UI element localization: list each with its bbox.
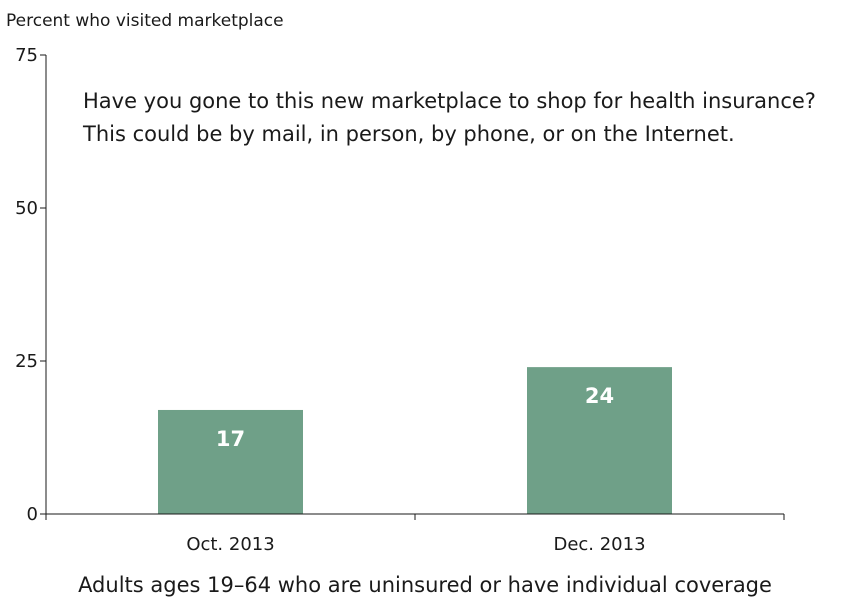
- x-tick-label: Dec. 2013: [553, 534, 645, 555]
- x-axis-title: Adults ages 19–64 who are uninsured or h…: [78, 573, 772, 597]
- question-line-2: This could be by mail, in person, by pho…: [82, 122, 735, 146]
- bar-series: [158, 367, 672, 514]
- bar: [527, 367, 672, 514]
- y-tick-label: 75: [15, 45, 38, 66]
- bar: [158, 409, 303, 514]
- x-tick-label: Oct. 2013: [186, 534, 274, 555]
- question-annotation: Have you gone to this new marketplace to…: [82, 89, 816, 146]
- y-tick-label: 25: [15, 351, 38, 372]
- bar-value-label: 24: [585, 384, 614, 408]
- bar-value-label: 17: [216, 427, 245, 451]
- question-line-1: Have you gone to this new marketplace to…: [83, 89, 816, 113]
- y-tick-label: 0: [27, 504, 38, 525]
- x-axis-ticks: Oct. 2013 Dec. 2013: [45, 514, 785, 555]
- y-tick-label: 50: [15, 198, 38, 219]
- y-axis-ticks: 0 25 50 75: [15, 45, 46, 525]
- y-axis-title: Percent who visited marketplace: [6, 11, 284, 31]
